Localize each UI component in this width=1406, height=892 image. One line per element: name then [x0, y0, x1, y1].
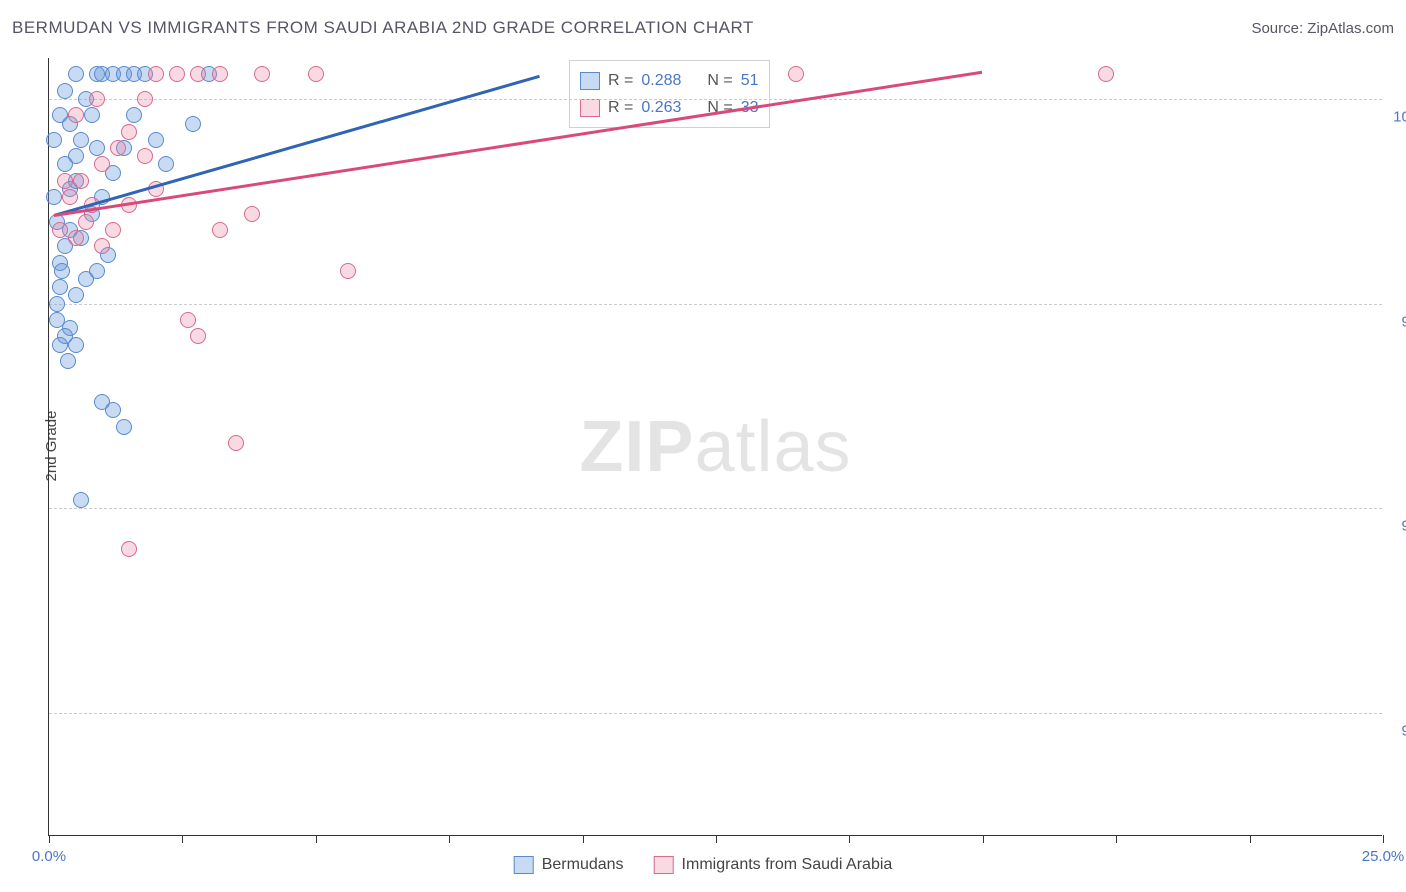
scatter-point [52, 222, 68, 238]
scatter-point [68, 230, 84, 246]
scatter-point [46, 189, 62, 205]
x-tick [1250, 835, 1251, 843]
scatter-point [158, 156, 174, 172]
gridline [49, 713, 1382, 714]
scatter-point [52, 107, 68, 123]
scatter-point [148, 66, 164, 82]
x-tick [849, 835, 850, 843]
gridline [49, 99, 1382, 100]
legend-label-a: Bermudans [542, 856, 624, 874]
scatter-point [57, 173, 73, 189]
x-tick [1116, 835, 1117, 843]
scatter-point [121, 541, 137, 557]
legend-swatch [580, 72, 600, 90]
scatter-point [190, 66, 206, 82]
scatter-point [228, 435, 244, 451]
scatter-point [116, 419, 132, 435]
scatter-point [105, 222, 121, 238]
scatter-point [57, 83, 73, 99]
scatter-point [110, 140, 126, 156]
scatter-point [788, 66, 804, 82]
scatter-point [73, 173, 89, 189]
y-tick-label: 95.0% [1401, 518, 1406, 535]
watermark-bold: ZIP [579, 407, 694, 487]
scatter-point [137, 148, 153, 164]
scatter-point [190, 328, 206, 344]
scatter-point [94, 238, 110, 254]
x-tick [1383, 835, 1384, 843]
scatter-point [340, 263, 356, 279]
y-tick-label: 92.5% [1401, 723, 1406, 740]
scatter-point [57, 156, 73, 172]
x-tick [49, 835, 50, 843]
legend-swatch [580, 99, 600, 117]
gridline [49, 304, 1382, 305]
scatter-point [60, 353, 76, 369]
scatter-point [84, 107, 100, 123]
legend-n-label: N = [707, 67, 732, 94]
scatter-point [121, 124, 137, 140]
scatter-point [57, 328, 73, 344]
scatter-point [185, 116, 201, 132]
scatter-point [94, 156, 110, 172]
scatter-point [78, 214, 94, 230]
scatter-point [89, 140, 105, 156]
watermark-light: atlas [694, 407, 851, 487]
scatter-point [52, 279, 68, 295]
y-tick-label: 97.5% [1401, 313, 1406, 330]
scatter-point [89, 263, 105, 279]
swatch-a [514, 856, 534, 874]
x-tick [182, 835, 183, 843]
scatter-point [254, 66, 270, 82]
legend-item-a: Bermudans [514, 856, 624, 874]
swatch-b [654, 856, 674, 874]
legend-r-label: R = [608, 67, 633, 94]
scatter-point [89, 91, 105, 107]
scatter-point [73, 492, 89, 508]
scatter-point [49, 296, 65, 312]
scatter-point [68, 287, 84, 303]
scatter-point [68, 107, 84, 123]
scatter-point [1098, 66, 1114, 82]
x-tick-label: 25.0% [1362, 848, 1405, 865]
scatter-point [46, 132, 62, 148]
x-tick [983, 835, 984, 843]
chart-header: BERMUDAN VS IMMIGRANTS FROM SAUDI ARABIA… [12, 18, 1394, 38]
x-tick [449, 835, 450, 843]
legend-item-b: Immigrants from Saudi Arabia [654, 856, 893, 874]
x-tick [316, 835, 317, 843]
scatter-point [105, 402, 121, 418]
trend-line [54, 70, 983, 216]
scatter-point [180, 312, 196, 328]
scatter-point [308, 66, 324, 82]
legend-r-value: 0.288 [641, 67, 681, 94]
chart-source: Source: ZipAtlas.com [1251, 20, 1394, 37]
scatter-point [54, 263, 70, 279]
legend-row: R = 0.288 N = 51 [580, 67, 759, 94]
legend-label-b: Immigrants from Saudi Arabia [682, 856, 893, 874]
scatter-point [126, 107, 142, 123]
y-tick-label: 100.0% [1393, 108, 1406, 125]
scatter-point [62, 189, 78, 205]
watermark: ZIPatlas [579, 406, 851, 488]
scatter-point [73, 132, 89, 148]
scatter-point [212, 222, 228, 238]
x-tick [583, 835, 584, 843]
legend-n-value: 51 [741, 67, 759, 94]
series-legend: Bermudans Immigrants from Saudi Arabia [514, 856, 893, 874]
x-tick [716, 835, 717, 843]
chart-title: BERMUDAN VS IMMIGRANTS FROM SAUDI ARABIA… [12, 18, 754, 38]
scatter-point [212, 66, 228, 82]
scatter-point [169, 66, 185, 82]
x-tick-label: 0.0% [32, 848, 66, 865]
scatter-point [244, 206, 260, 222]
scatter-point [148, 132, 164, 148]
plot-area: ZIPatlas R =0.288N = 51R =0.263N = 33 92… [48, 58, 1382, 836]
scatter-point [68, 66, 84, 82]
gridline [49, 508, 1382, 509]
scatter-point [137, 91, 153, 107]
